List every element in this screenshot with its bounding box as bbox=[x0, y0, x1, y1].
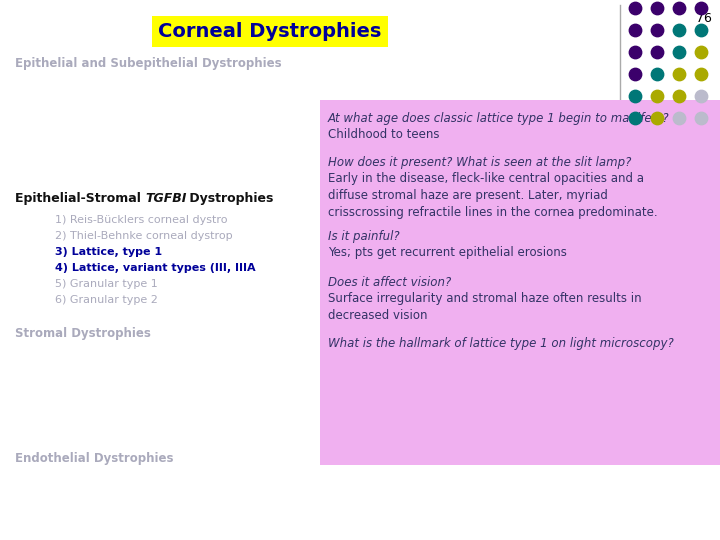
Point bbox=[652, 114, 663, 123]
Point bbox=[629, 114, 641, 123]
Text: 3) Lattice, type 1: 3) Lattice, type 1 bbox=[55, 247, 162, 257]
Point bbox=[652, 92, 663, 100]
Point bbox=[673, 92, 685, 100]
Point bbox=[696, 26, 707, 35]
Text: 1) Reis-Bücklers corneal dystro: 1) Reis-Bücklers corneal dystro bbox=[55, 215, 228, 225]
Point bbox=[629, 4, 641, 12]
Point bbox=[629, 92, 641, 100]
Point bbox=[652, 26, 663, 35]
Text: 6) Granular type 2: 6) Granular type 2 bbox=[55, 295, 158, 305]
Text: Childhood to teens: Childhood to teens bbox=[328, 128, 439, 141]
Point bbox=[673, 4, 685, 12]
Point bbox=[652, 70, 663, 78]
Text: Dystrophies: Dystrophies bbox=[185, 192, 274, 205]
Point bbox=[696, 4, 707, 12]
Point bbox=[696, 70, 707, 78]
Text: Epithelial and Subepithelial Dystrophies: Epithelial and Subepithelial Dystrophies bbox=[15, 57, 282, 70]
Point bbox=[629, 70, 641, 78]
Text: 5) Granular type 1: 5) Granular type 1 bbox=[55, 279, 158, 289]
Text: Yes; pts get recurrent epithelial erosions: Yes; pts get recurrent epithelial erosio… bbox=[328, 246, 567, 259]
Point bbox=[629, 48, 641, 56]
Text: Stromal Dystrophies: Stromal Dystrophies bbox=[15, 327, 151, 340]
Point bbox=[696, 48, 707, 56]
Point bbox=[673, 26, 685, 35]
Point bbox=[652, 48, 663, 56]
Point bbox=[652, 4, 663, 12]
Bar bbox=[320, 100, 720, 465]
Point bbox=[696, 114, 707, 123]
Text: 2) Thiel-Behnke corneal dystrop: 2) Thiel-Behnke corneal dystrop bbox=[55, 231, 233, 241]
Point bbox=[696, 92, 707, 100]
Text: Epithelial-Stromal: Epithelial-Stromal bbox=[15, 192, 145, 205]
Text: Early in the disease, fleck-like central opacities and a
diffuse stromal haze ar: Early in the disease, fleck-like central… bbox=[328, 172, 657, 219]
Text: Corneal Dystrophies: Corneal Dystrophies bbox=[158, 22, 382, 41]
Text: Does it affect vision?: Does it affect vision? bbox=[328, 276, 451, 289]
Text: TGFBI: TGFBI bbox=[145, 192, 186, 205]
Point bbox=[673, 48, 685, 56]
Point bbox=[673, 114, 685, 123]
Text: 4) Lattice, variant types (III, IIIA: 4) Lattice, variant types (III, IIIA bbox=[55, 263, 256, 273]
Text: Surface irregularity and stromal haze often results in
decreased vision: Surface irregularity and stromal haze of… bbox=[328, 292, 642, 322]
Point bbox=[673, 70, 685, 78]
Text: What is the hallmark of lattice type 1 on light microscopy?: What is the hallmark of lattice type 1 o… bbox=[328, 337, 674, 350]
Text: At what age does classic lattice type 1 begin to manifest?: At what age does classic lattice type 1 … bbox=[328, 112, 670, 125]
Text: Endothelial Dystrophies: Endothelial Dystrophies bbox=[15, 452, 174, 465]
Point bbox=[629, 26, 641, 35]
Text: How does it present? What is seen at the slit lamp?: How does it present? What is seen at the… bbox=[328, 156, 631, 169]
Text: Is it painful?: Is it painful? bbox=[328, 230, 400, 243]
Text: 76: 76 bbox=[696, 12, 712, 25]
